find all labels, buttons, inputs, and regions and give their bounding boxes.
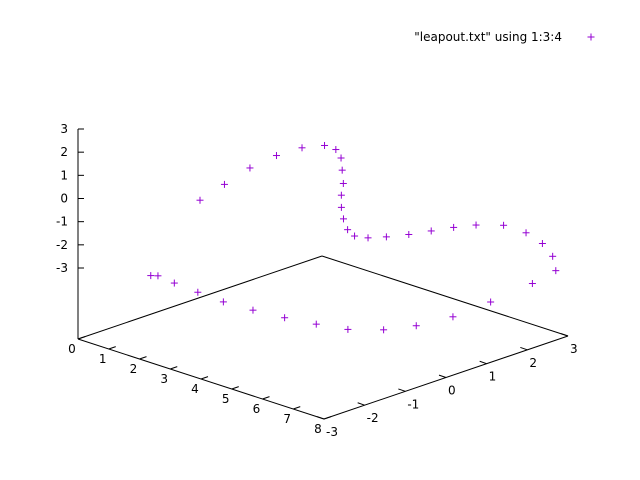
z-tick-label: -3 xyxy=(56,261,68,275)
data-point xyxy=(339,179,347,187)
x-tick-label: 3 xyxy=(160,372,168,386)
data-point xyxy=(338,166,346,174)
legend-plus-icon xyxy=(587,33,595,41)
y-tick-label: -3 xyxy=(326,425,338,439)
data-point xyxy=(194,288,202,296)
data-point xyxy=(281,314,289,322)
y-tick-label: 1 xyxy=(489,370,497,384)
z-tick-label: -1 xyxy=(56,215,68,229)
data-point xyxy=(337,203,345,211)
data-point xyxy=(487,298,495,306)
z-tick-label: 3 xyxy=(60,122,68,136)
legend: "leapout.txt" using 1:3:4 xyxy=(414,30,595,44)
data-point xyxy=(321,141,329,149)
x-tick-mark xyxy=(293,406,301,410)
y-tick-mark xyxy=(520,346,528,351)
data-point xyxy=(552,267,560,275)
legend-marker xyxy=(587,33,595,41)
data-point xyxy=(364,234,372,242)
x-tick-mark xyxy=(170,366,178,370)
y-tick-mark xyxy=(398,388,406,392)
data-point xyxy=(170,279,178,287)
z-tick-label: 0 xyxy=(60,192,68,206)
y-tick-mark xyxy=(560,333,569,337)
y-tick-label: 2 xyxy=(529,356,537,370)
data-point xyxy=(272,152,280,160)
y-tick-label: -2 xyxy=(367,411,379,425)
data-point xyxy=(154,272,162,280)
x-tick-label: 1 xyxy=(99,352,107,366)
data-point xyxy=(500,221,508,229)
data-point xyxy=(298,144,306,152)
axes xyxy=(77,128,569,420)
data-point xyxy=(522,229,530,237)
y-tick-mark xyxy=(316,416,325,420)
y-tick-label: -1 xyxy=(407,397,419,411)
y-tick-label: 0 xyxy=(448,384,456,398)
data-point xyxy=(196,196,204,204)
data-point xyxy=(412,322,420,330)
z-tick-label: 2 xyxy=(60,145,68,159)
y-tick-mark xyxy=(357,402,365,406)
data-point xyxy=(219,298,227,306)
data-point xyxy=(344,226,352,234)
x-tick-label: 2 xyxy=(130,362,138,376)
x-tick-mark xyxy=(139,356,147,360)
x-tick-mark xyxy=(262,396,270,400)
data-point xyxy=(344,325,352,333)
x-tick-mark xyxy=(77,336,86,340)
data-point xyxy=(380,326,388,334)
data-point xyxy=(449,313,457,321)
y-tick-mark xyxy=(479,360,487,365)
data-point xyxy=(332,146,340,154)
data-point xyxy=(246,164,254,172)
data-point xyxy=(249,306,257,314)
data-point xyxy=(382,233,390,241)
x-tick-mark xyxy=(231,386,239,390)
legend-label: "leapout.txt" using 1:3:4 xyxy=(414,30,562,44)
data-point xyxy=(147,272,155,280)
y-tick-label: 3 xyxy=(570,342,578,356)
data-point xyxy=(337,191,345,199)
data-point xyxy=(450,223,458,231)
data-point xyxy=(339,215,347,223)
tick-labels: 0 1 2 3 4 5 6 7 8 -3 -2 -1 0 1 2 3 -3 -2 -1 0 1 2 3 xyxy=(56,122,578,439)
x-tick-label: 6 xyxy=(253,402,261,416)
data-point xyxy=(427,227,435,235)
data-point xyxy=(538,240,546,248)
data-point xyxy=(405,230,413,238)
z-tick-label: -2 xyxy=(56,238,68,252)
base-back-edge-left xyxy=(77,255,323,340)
x-tick-label: 8 xyxy=(314,422,322,436)
data-point xyxy=(312,320,320,328)
x-tick-label: 0 xyxy=(68,342,76,356)
z-tick-label: 1 xyxy=(60,168,68,182)
y-tick-mark xyxy=(438,374,447,378)
data-point xyxy=(351,232,359,240)
x-tick-label: 5 xyxy=(222,392,230,406)
data-point xyxy=(472,221,480,229)
x-tick-mark xyxy=(323,416,332,420)
x-tick-mark xyxy=(200,376,209,380)
data-points xyxy=(147,141,560,334)
base-back-edge-right xyxy=(321,255,569,337)
data-point xyxy=(549,252,557,260)
x-tick-mark xyxy=(108,346,116,350)
x-tick-label: 4 xyxy=(191,382,199,396)
data-point xyxy=(528,280,536,288)
data-point xyxy=(220,180,228,188)
data-point xyxy=(337,154,345,162)
x-tick-label: 7 xyxy=(283,412,291,426)
